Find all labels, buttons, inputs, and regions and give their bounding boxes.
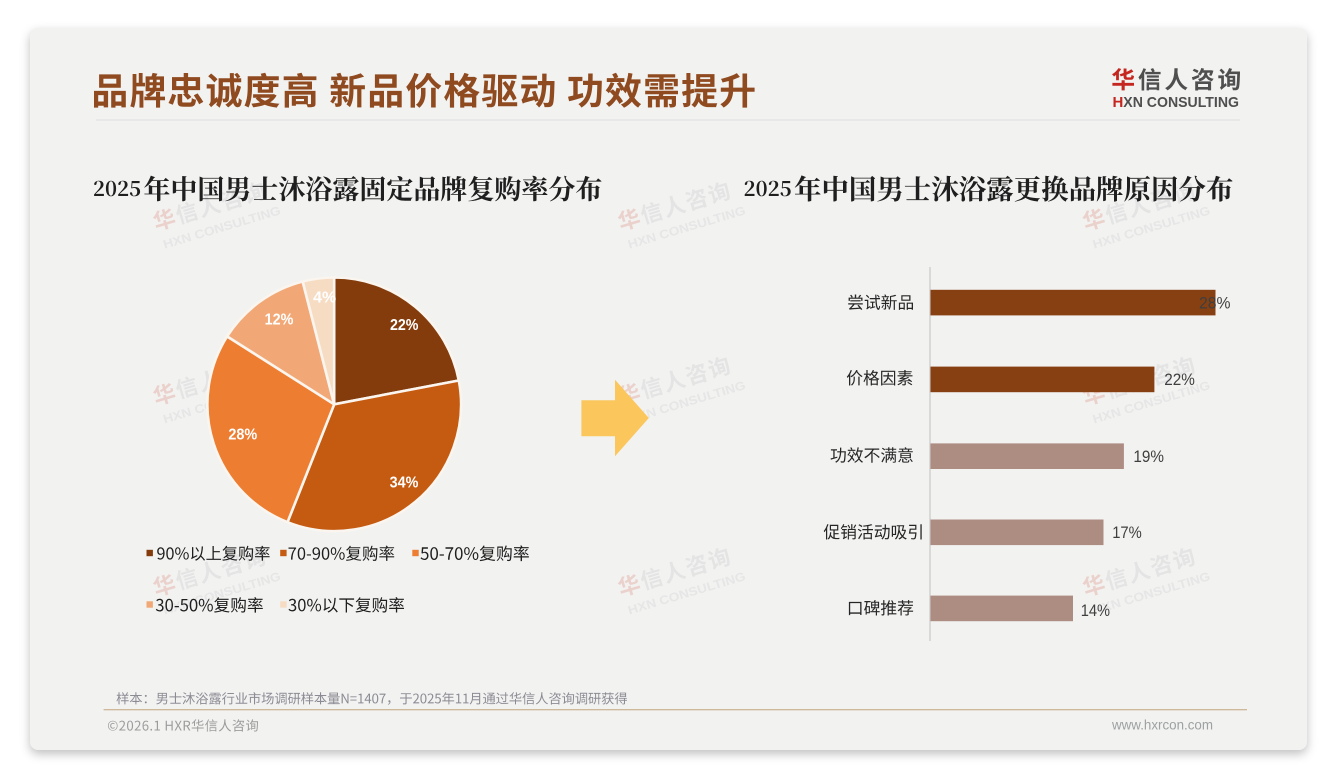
svg-text:19%: 19% [1133, 447, 1164, 466]
svg-text:4%: 4% [313, 290, 336, 307]
svg-text:17%: 17% [1112, 523, 1142, 542]
svg-text:www.hxrcon.com: www.hxrcon.com [1111, 717, 1213, 733]
svg-text:14%: 14% [1081, 601, 1110, 620]
svg-text:22%: 22% [1164, 370, 1195, 389]
svg-text:H: H [1113, 94, 1124, 111]
svg-text:XN CONSULTING: XN CONSULTING [1123, 94, 1239, 111]
svg-text:28%: 28% [1199, 294, 1231, 313]
svg-text:12%: 12% [265, 312, 294, 329]
svg-text:34%: 34% [390, 474, 419, 491]
svg-text:22%: 22% [390, 317, 419, 334]
svg-text:28%: 28% [228, 426, 257, 443]
